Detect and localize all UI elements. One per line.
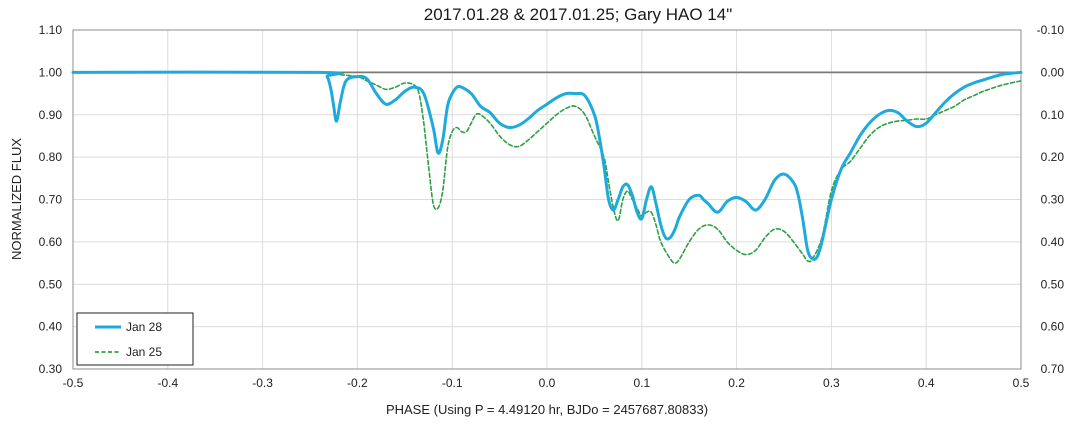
secondary-y-tick-label: 0.60 [1041,320,1065,334]
x-tick-label: -0.1 [442,376,463,390]
y-tick-label: 0.80 [39,150,63,164]
x-tick-label: 0.5 [1013,376,1030,390]
legend: Jan 28 Jan 25 [76,312,194,366]
y-tick-label: 0.30 [39,362,63,376]
series-line-jan-28 [71,70,1023,261]
secondary-y-tick-label: 0.10 [1041,108,1065,122]
y-tick-labels: 0.30 0.40 0.50 0.60 0.70 0.80 0.90 1.00 1.10 [39,23,63,376]
x-tick-label: -0.3 [252,376,273,390]
y-tick-label: 1.10 [39,23,63,37]
x-tick-label: -0.2 [347,376,368,390]
chart-title: 2017.01.28 & 2017.01.25; Gary HAO 14" [424,5,732,24]
y-tick-label: 0.60 [39,235,63,249]
secondary-y-tick-label: -0.10 [1037,23,1065,37]
x-tick-label: 0.2 [728,376,745,390]
y-axis-label: NORMALIZED FLUX [9,138,24,260]
legend-label-jan25: Jan 25 [126,345,162,359]
series-layer [71,70,1023,264]
secondary-y-tick-labels: 0.70 0.60 0.50 0.40 0.30 0.20 0.10 0.00 -0.10 [1037,23,1065,376]
x-tick-label: 0.0 [539,376,556,390]
x-tick-label: 0.3 [823,376,840,390]
x-tick-label: 0.1 [633,376,650,390]
x-tick-label: -0.4 [157,376,178,390]
secondary-y-tick-label: 0.30 [1041,193,1065,207]
x-tick-label: -0.5 [63,376,84,390]
secondary-y-tick-label: 0.00 [1041,65,1065,79]
x-tick-labels: -0.5 -0.4 -0.3 -0.2 -0.1 0.0 0.1 0.2 0.3 0.4 0.5 [63,376,1030,390]
secondary-y-tick-label: 0.70 [1041,362,1065,376]
series-line-jan-25 [72,71,1022,264]
secondary-y-tick-label: 0.50 [1041,277,1065,291]
y-tick-label: 0.90 [39,108,63,122]
secondary-y-tick-label: 0.40 [1041,235,1065,249]
x-axis-label: PHASE (Using P = 4.49120 hr, BJDo = 2457… [386,402,708,417]
plot-area-frame [72,29,1022,370]
y-tick-label: 0.50 [39,277,63,291]
legend-box [76,312,194,366]
legend-label-jan28: Jan 28 [126,320,162,334]
y-tick-label: 0.70 [39,193,63,207]
secondary-y-tick-label: 0.20 [1041,150,1065,164]
x-tick-label: 0.4 [918,376,935,390]
y-tick-label: 1.00 [39,65,63,79]
y-tick-label: 0.40 [39,320,63,334]
